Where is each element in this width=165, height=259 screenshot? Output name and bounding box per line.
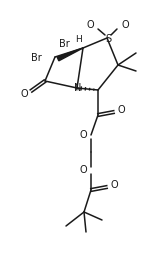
Text: O: O [110, 180, 118, 190]
Text: O: O [79, 130, 87, 140]
Text: O: O [86, 20, 94, 30]
Text: H: H [75, 34, 81, 44]
Text: Br: Br [59, 39, 70, 49]
Text: O: O [20, 89, 28, 99]
Text: N: N [74, 83, 82, 93]
Polygon shape [57, 48, 83, 61]
Text: O: O [79, 165, 87, 175]
Text: O: O [121, 20, 129, 30]
Text: Br: Br [31, 53, 42, 63]
Text: S: S [105, 34, 111, 44]
Text: O: O [117, 105, 125, 115]
